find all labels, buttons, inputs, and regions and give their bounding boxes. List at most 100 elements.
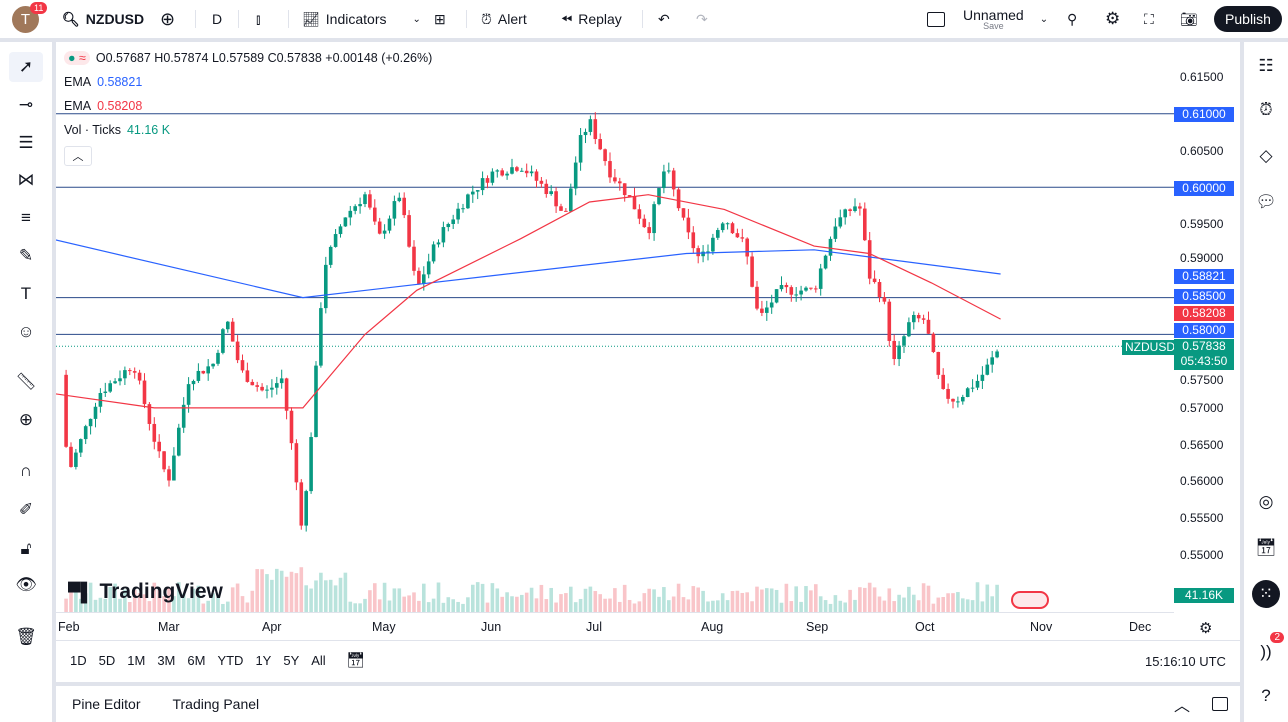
- replay-button[interactable]: ⏪︎ Replay: [561, 10, 622, 28]
- chat-button[interactable]: 💬︎: [1252, 188, 1280, 216]
- compare-button[interactable]: ⊕: [160, 0, 175, 38]
- candle-body: [902, 336, 906, 346]
- watchlist-button[interactable]: ☷: [1252, 52, 1280, 80]
- alarm-icon: ⏰︎: [1259, 100, 1273, 119]
- symbol-search[interactable]: 🔍︎ NZDUSD: [62, 10, 145, 28]
- date-range-button[interactable]: 📅︎: [346, 651, 365, 669]
- help-button[interactable]: ?: [1252, 682, 1280, 710]
- candle-body: [333, 234, 338, 247]
- calendar-button[interactable]: 📅︎: [1252, 534, 1280, 562]
- range-3m[interactable]: 3M: [157, 653, 176, 668]
- target-button[interactable]: ◎: [1252, 488, 1280, 516]
- settings-button[interactable]: ⚙: [1105, 0, 1120, 38]
- volume-bar: [554, 602, 558, 612]
- event-flag-icon[interactable]: [1011, 591, 1049, 609]
- axis-settings-button[interactable]: ⚙: [1199, 619, 1212, 637]
- forecast-tool[interactable]: ≡: [9, 203, 43, 233]
- indicators-button[interactable]: 📈︎ Indicators ⌄: [302, 10, 421, 28]
- delete-tool[interactable]: 🗑︎: [9, 622, 43, 652]
- ema200-legend[interactable]: EMA 0.58821: [64, 75, 143, 89]
- apps-button[interactable]: ⁙: [1252, 580, 1280, 608]
- candle-body: [603, 149, 607, 162]
- range-5y[interactable]: 5Y: [283, 653, 300, 668]
- range-ytd[interactable]: YTD: [217, 653, 244, 668]
- text-tool[interactable]: T: [9, 279, 43, 309]
- tradingview-logo[interactable]: ▀▌ TradingView: [68, 580, 223, 603]
- volume-bar: [965, 599, 970, 612]
- layers-button[interactable]: ◇: [1252, 142, 1280, 170]
- price-tick: 0.59000: [1180, 250, 1224, 265]
- volume-bar: [681, 597, 686, 612]
- ema50-legend[interactable]: EMA 0.58208: [64, 99, 143, 113]
- volume-bar: [544, 599, 549, 612]
- snapshot-button[interactable]: 📷︎: [1180, 0, 1198, 38]
- emoji-tool[interactable]: ☺: [9, 317, 43, 347]
- volume-bar: [108, 586, 112, 612]
- fullscreen-button[interactable]: ⛶: [1144, 0, 1154, 38]
- volume-bar: [279, 570, 284, 612]
- candle-body: [578, 135, 583, 163]
- brush-tool[interactable]: ✎: [9, 241, 43, 271]
- volume-bar: [328, 579, 333, 612]
- range-all[interactable]: All: [311, 653, 326, 668]
- time-tick: Sep: [806, 620, 829, 634]
- magnet-tool[interactable]: ∩: [9, 456, 43, 486]
- volume-bar: [598, 594, 602, 612]
- candle-body: [617, 181, 622, 184]
- signals-button[interactable]: )) 2: [1252, 632, 1284, 666]
- volume-bar: [196, 585, 201, 612]
- candle-body: [534, 171, 539, 181]
- alert-button[interactable]: ⏰︎ Alert: [481, 10, 527, 28]
- range-1m[interactable]: 1M: [127, 653, 146, 668]
- collapse-legend-button[interactable]: ︿: [64, 146, 92, 166]
- cursor-tool[interactable]: ➚: [9, 52, 43, 82]
- level-label: 0.58000: [1174, 323, 1234, 338]
- volume-bar: [740, 592, 745, 612]
- volume-bar: [809, 590, 813, 612]
- zoom-tool[interactable]: ⊕: [9, 405, 43, 435]
- price-chart[interactable]: [56, 42, 1240, 682]
- range-1y[interactable]: 1Y: [255, 653, 272, 668]
- chart-pane[interactable]: ● ≈ O0.57687 H0.57874 L0.57589 C0.57838 +…: [56, 42, 1240, 682]
- stay-drawing-tool[interactable]: ✐: [9, 495, 43, 525]
- candle-body: [167, 469, 171, 481]
- tab-pine-editor[interactable]: Pine Editor: [72, 696, 141, 712]
- clock[interactable]: 15:16:10 UTC: [1145, 654, 1226, 669]
- tab-trading-panel[interactable]: Trading Panel: [172, 696, 260, 712]
- pattern-tool[interactable]: ⋈: [9, 165, 43, 195]
- layouts-button[interactable]: ⊞: [434, 0, 446, 38]
- volume-legend[interactable]: Vol · Ticks 41.16 K: [64, 123, 171, 137]
- candle-body: [441, 227, 446, 243]
- volume-bar: [407, 595, 411, 612]
- chart-type-button[interactable]: ⫾: [256, 0, 260, 38]
- chevron-up-icon[interactable]: ︿: [1174, 698, 1191, 715]
- interval-button[interactable]: D: [212, 11, 223, 27]
- quick-search-button[interactable]: ⚲: [1067, 0, 1077, 38]
- candle-body: [588, 119, 593, 132]
- candle-body: [627, 195, 632, 197]
- line-tool[interactable]: ⊸: [9, 90, 43, 120]
- layout-menu[interactable]: Unnamed Save ⌄: [927, 0, 1048, 38]
- candle-body: [382, 230, 387, 234]
- publish-button[interactable]: Publish: [1214, 6, 1282, 32]
- measure-tool[interactable]: 📏︎: [9, 367, 43, 397]
- volume-bar: [936, 597, 941, 612]
- level-label: 0.58500: [1174, 289, 1234, 304]
- lock-tool[interactable]: 🔓︎: [9, 534, 43, 564]
- candle-body: [642, 218, 647, 228]
- time-tick: Jun: [481, 620, 502, 634]
- range-1d[interactable]: 1D: [70, 653, 87, 668]
- undo-button[interactable]: ↶: [658, 0, 670, 38]
- candle-body: [593, 119, 598, 140]
- volume-bar: [441, 602, 446, 612]
- volume-bar: [294, 573, 299, 612]
- fib-tool[interactable]: ☰: [9, 128, 43, 158]
- alerts-button[interactable]: ⏰︎: [1252, 96, 1280, 124]
- range-6m[interactable]: 6M: [187, 653, 206, 668]
- volume-bar: [274, 568, 279, 612]
- candle-body: [916, 314, 921, 319]
- range-5d[interactable]: 5D: [98, 653, 116, 668]
- maximize-panel-icon[interactable]: [1212, 697, 1228, 711]
- visibility-tool[interactable]: 👁︎: [9, 570, 43, 600]
- redo-button[interactable]: ↷: [696, 0, 708, 38]
